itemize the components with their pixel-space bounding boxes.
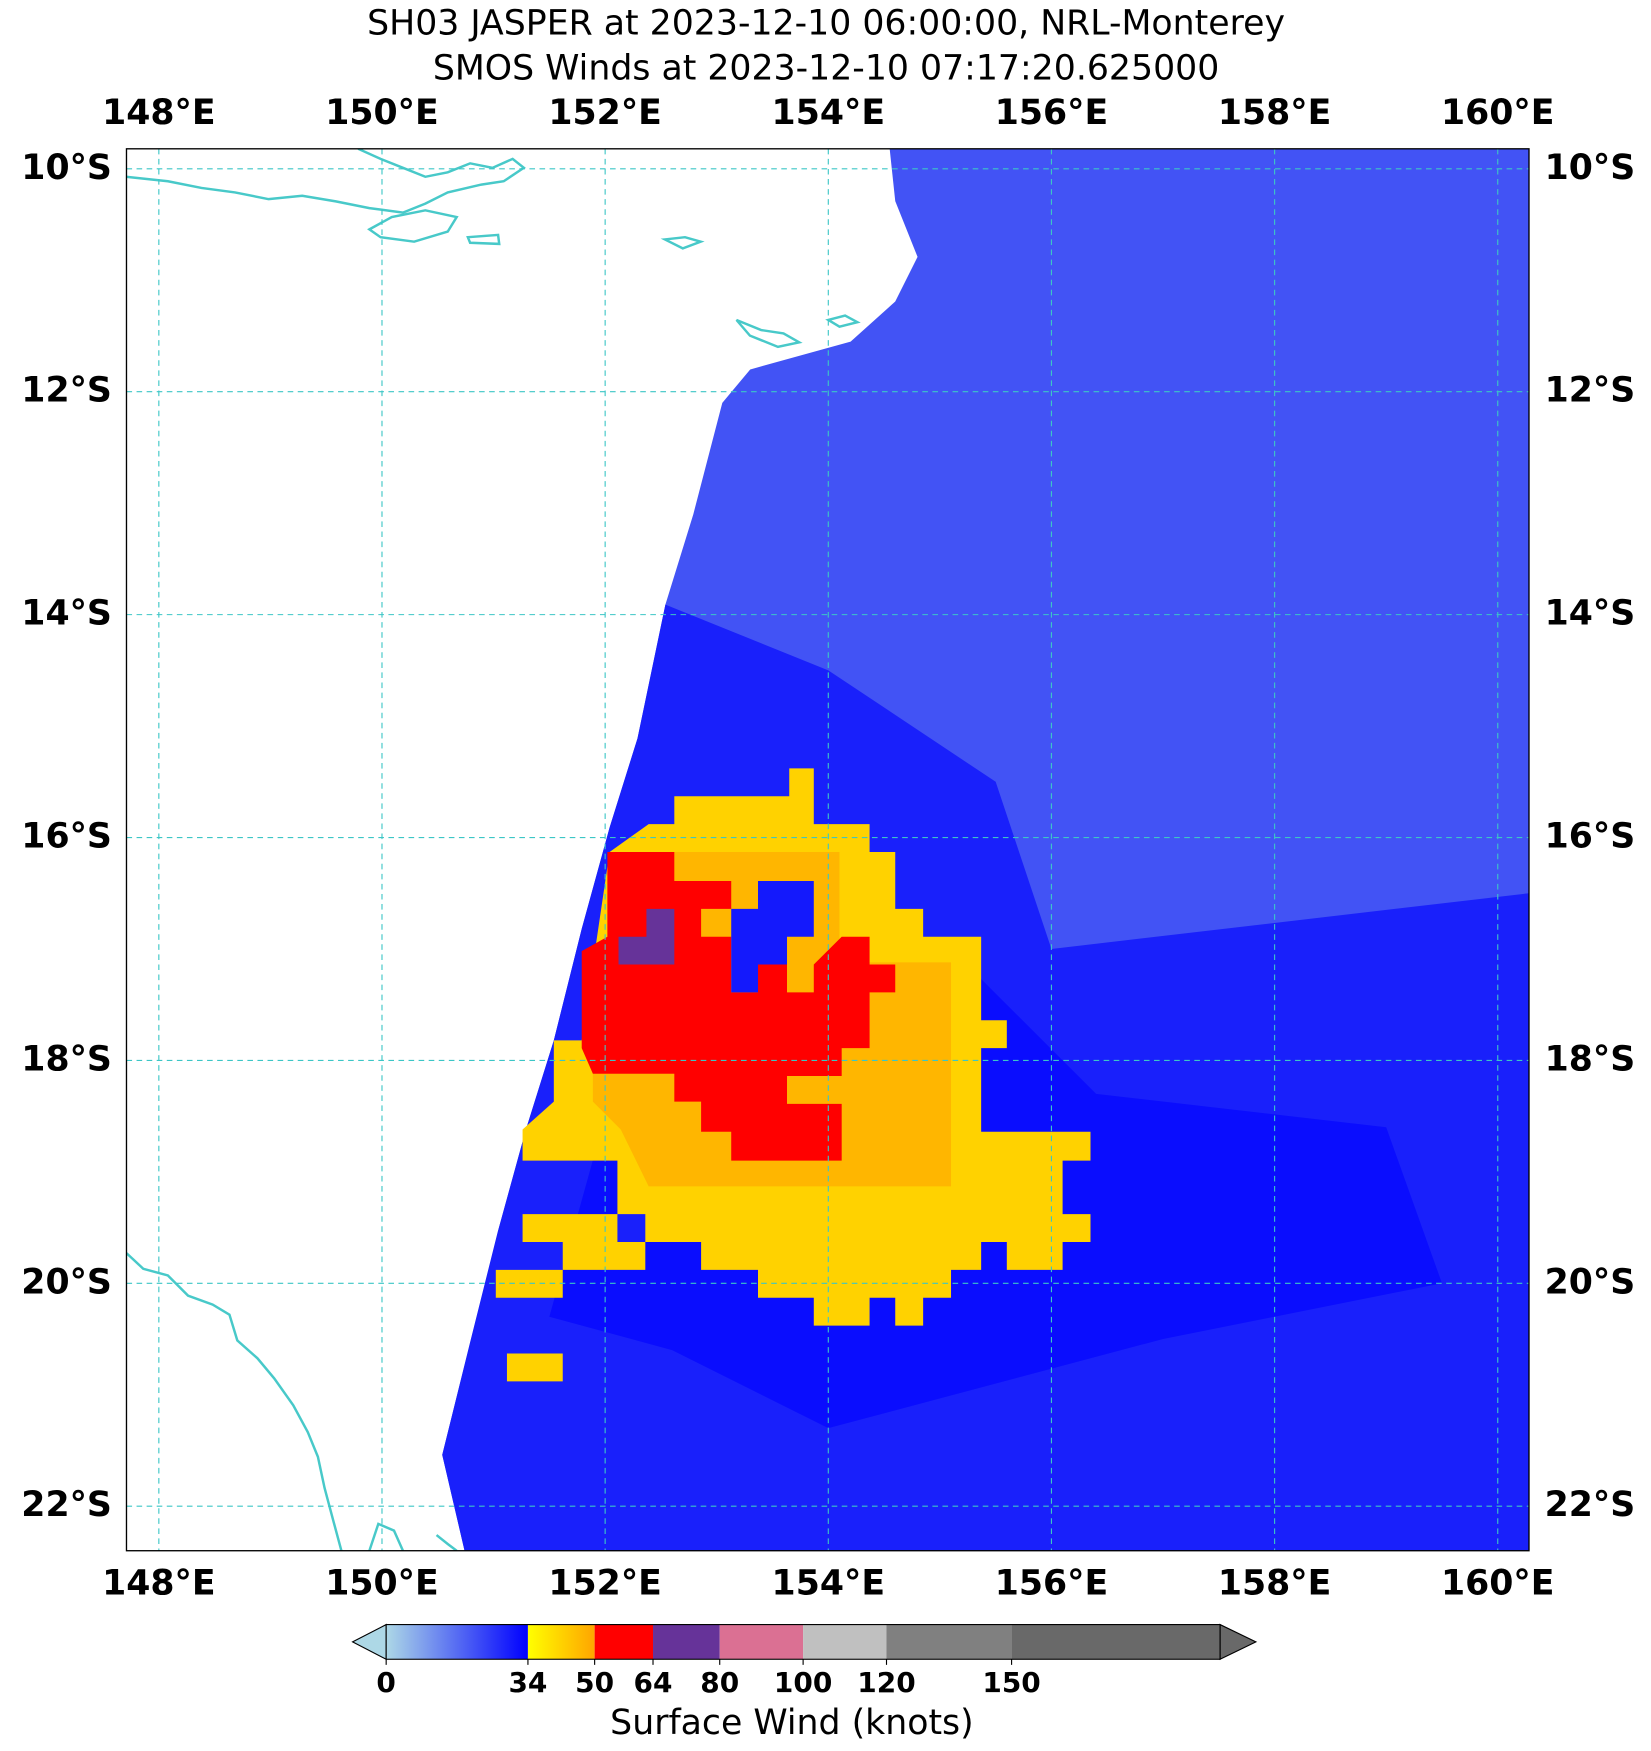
x-tick-label: 160°E — [1441, 1563, 1554, 1603]
y-tick-label: 10°S — [21, 148, 112, 188]
wind-region — [506, 1353, 563, 1382]
x-tick-label: 148°E — [102, 1563, 215, 1603]
colorbar-segment — [886, 1624, 1012, 1660]
x-tick-label: 148°E — [102, 93, 215, 133]
coastline — [126, 148, 526, 214]
colorbar-segment — [653, 1624, 720, 1660]
x-tick-label: 158°E — [1218, 93, 1331, 133]
colorbar-tick-label: 120 — [857, 1666, 915, 1699]
coastline — [825, 314, 861, 329]
colorbar-tick-label: 80 — [700, 1666, 739, 1699]
x-tick-label: 158°E — [1218, 1563, 1331, 1603]
y-tick-label: 22°S — [1545, 1485, 1636, 1525]
wind-region — [731, 880, 814, 993]
axes: 148°E 148°E 150°E 150°E 152°E 152°E 154°E 154°E… — [21, 93, 1635, 1603]
x-tick-label: 154°E — [772, 1563, 885, 1603]
coastline — [735, 318, 803, 349]
coastline — [466, 233, 501, 246]
colorbar-segment — [386, 1624, 528, 1660]
subtitle: SMOS Winds at 2023-12-10 07:17:20.625000 — [433, 48, 1219, 88]
wind-region — [495, 1269, 563, 1298]
coastline — [367, 209, 459, 243]
wind-region — [618, 908, 675, 965]
colorbar-tick-label: 0 — [376, 1666, 395, 1699]
y-tick-label: 16°S — [21, 817, 112, 857]
y-tick-label: 14°S — [21, 594, 112, 634]
coastline — [126, 1252, 343, 1551]
y-tick-label: 18°S — [21, 1039, 112, 1079]
x-tick-label: 156°E — [995, 93, 1108, 133]
x-tick-label: 152°E — [548, 1563, 661, 1603]
colorbar-segment — [1011, 1624, 1221, 1660]
x-tick-label: 150°E — [325, 93, 438, 133]
coastline — [660, 235, 705, 250]
wind-region — [617, 1214, 646, 1243]
colorbar-extend — [351, 1623, 387, 1661]
y-tick-label: 12°S — [1545, 371, 1636, 411]
colorbar-segment — [594, 1624, 654, 1660]
coastline — [435, 1534, 458, 1551]
colorbar-tick-label: 34 — [508, 1666, 547, 1699]
colorbar-tick-label: 64 — [634, 1666, 673, 1699]
y-tick-label: 22°S — [21, 1485, 112, 1525]
map-frame — [125, 148, 1530, 1552]
y-tick-label: 20°S — [1545, 1262, 1636, 1302]
coastlines — [126, 148, 861, 1551]
colorbar-tick-label: 150 — [982, 1666, 1040, 1699]
colorbar-segment — [803, 1624, 887, 1660]
colorbar-segment — [719, 1624, 804, 1660]
colorbar: 0 34 50 64 80 100 120 150 Surface Wind (knots) — [351, 1623, 1258, 1743]
coastline — [368, 1522, 405, 1551]
y-tick-label: 18°S — [1545, 1039, 1636, 1079]
x-tick-label: 160°E — [1441, 93, 1554, 133]
colorbar-segment — [527, 1624, 595, 1660]
wind-field — [442, 148, 1529, 1551]
y-tick-label: 16°S — [1545, 817, 1636, 857]
colorbar-label: Surface Wind (knots) — [610, 1703, 973, 1743]
colorbar-tick-label: 100 — [774, 1666, 832, 1699]
title: SH03 JASPER at 2023-12-10 06:00:00, NRL-… — [367, 4, 1285, 44]
colorbar-tick-label: 50 — [575, 1666, 614, 1699]
x-tick-label: 154°E — [772, 93, 885, 133]
colorbar-extend — [1219, 1623, 1258, 1661]
y-tick-label: 12°S — [21, 371, 112, 411]
x-tick-label: 150°E — [325, 1563, 438, 1603]
y-tick-label: 10°S — [1545, 148, 1636, 188]
x-tick-label: 152°E — [548, 93, 661, 133]
y-tick-label: 20°S — [21, 1262, 112, 1302]
y-tick-label: 14°S — [1545, 594, 1636, 634]
x-tick-label: 156°E — [995, 1563, 1108, 1603]
